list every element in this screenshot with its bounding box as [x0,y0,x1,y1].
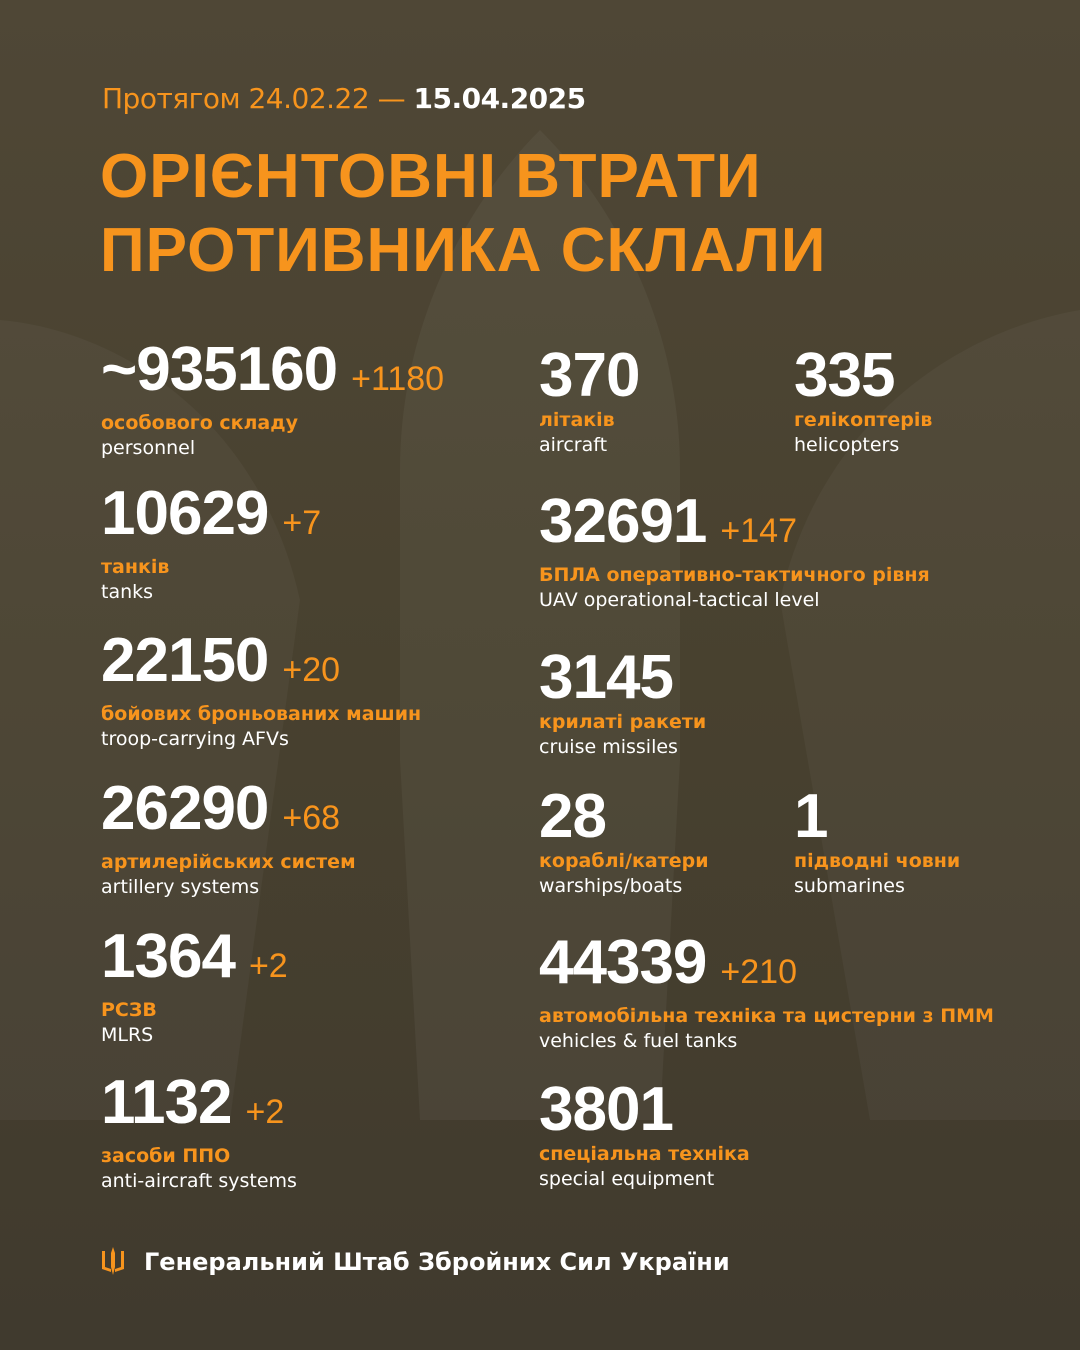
stat-submarines: 1 підводні човни submarines [794,785,960,899]
stat-label-ua: крилаті ракети [539,711,707,733]
stat-label-en: cruise missiles [539,736,678,758]
stat-uav: 32691 +147 БПЛА оперативно-тактичного рів… [539,490,930,613]
stat-value: 370 [539,341,640,410]
stat-tanks: 10629 +7 танків tanks [101,482,321,605]
stat-delta: +20 [282,651,341,689]
stat-label-en: aircraft [539,434,608,456]
stat-value: 26290 [101,774,269,843]
stat-delta: +2 [248,947,288,985]
stat-label-ua: спеціальна техніка [539,1143,750,1165]
stat-label-ua: засоби ППО [101,1145,231,1167]
period-prefix: Протягом 24.02.22 — [102,82,406,115]
stat-label-en: helicopters [794,434,900,456]
stat-label-en: special equipment [539,1168,715,1190]
stat-mlrs: 1364 +2 РСЗВ MLRS [101,925,288,1048]
stat-label-ua: артилерійських систем [101,851,356,873]
stat-label-ua: бойових броньованих машин [101,703,422,725]
stat-label-en: troop-carrying AFVs [101,728,289,750]
stat-personnel: ~935160 +1180 особового складу personnel [101,338,444,461]
stat-label-en: warships/boats [539,875,683,897]
stat-value: 44339 [539,928,707,997]
stat-delta: +147 [720,512,798,550]
stat-value: 1364 [101,922,236,991]
stat-label-en: artillery systems [101,876,260,898]
stat-aircraft: 370 літаків aircraft [539,341,640,458]
stat-label-ua: підводні човни [794,850,961,872]
stat-label-en: anti-aircraft systems [101,1170,297,1192]
stat-label-en: UAV operational-tactical level [539,589,820,611]
period: Протягом 24.02.22 — 15.04.2025 [102,82,586,115]
stat-value: ~935160 [101,335,338,404]
stat-value: 335 [794,341,895,410]
stat-cruise-missiles: 3145 крилаті ракети cruise missiles [539,646,706,760]
stat-value: 22150 [101,626,269,695]
trident-icon [102,1247,124,1275]
stat-afv: 22150 +20 бойових броньованих машин troop… [101,629,421,752]
stat-value: 3801 [539,1075,674,1144]
stat-value: 3145 [539,643,674,712]
title-line-2: ПРОТИВНИКА СКЛАЛИ [100,216,827,285]
stat-label-en: MLRS [101,1024,154,1046]
stat-vehicles: 44339 +210 автомобільна техніка та цистер… [539,931,994,1054]
stat-label-en: vehicles & fuel tanks [539,1030,738,1052]
stat-delta: +210 [720,953,798,991]
stat-value: 10629 [101,479,269,548]
stat-value: 1132 [101,1068,233,1137]
stat-ships: 28 кораблі/катери warships/boats [539,785,709,899]
title-line-1: ОРІЄНТОВНІ ВТРАТИ [100,142,762,211]
footer: Генеральний Штаб Збройних Сил України [100,1247,730,1277]
stat-label-ua: особового складу [101,412,298,434]
stat-artillery: 26290 +68 артилерійських систем artillery… [101,777,356,900]
stat-delta: +1180 [351,360,445,398]
stat-delta: +2 [245,1093,285,1131]
stat-label-ua: автомобільна техніка та цистерни з ПММ [539,1005,994,1027]
stat-value: 28 [539,782,607,851]
stat-label-ua: БПЛА оперативно-тактичного рівня [539,564,930,586]
footer-text: Генеральний Штаб Збройних Сил України [144,1248,730,1276]
stat-label-en: tanks [101,581,154,603]
period-date: 15.04.2025 [413,82,586,115]
stat-label-ua: гелікоптерів [794,409,933,431]
stat-label-ua: РСЗВ [101,999,157,1021]
stat-label-en: submarines [794,875,905,897]
stat-delta: +68 [282,799,341,837]
stat-label-en: personnel [101,437,196,459]
stat-label-ua: кораблі/катери [539,850,709,872]
stat-value: 1 [794,782,828,851]
stat-special-equipment: 3801 спеціальна техніка special equipmen… [539,1078,750,1192]
stat-label-ua: літаків [539,409,615,431]
stat-label-ua: танків [101,556,170,578]
stat-air-defense: 1132 +2 засоби ППО anti-aircraft systems [101,1071,297,1194]
page-title: ОРІЄНТОВНІ ВТРАТИ ПРОТИВНИКА СКЛАЛИ [100,140,826,288]
stat-value: 32691 [539,487,707,556]
stat-helicopters: 335 гелікоптерів helicopters [794,344,932,458]
stat-delta: +7 [282,504,322,542]
